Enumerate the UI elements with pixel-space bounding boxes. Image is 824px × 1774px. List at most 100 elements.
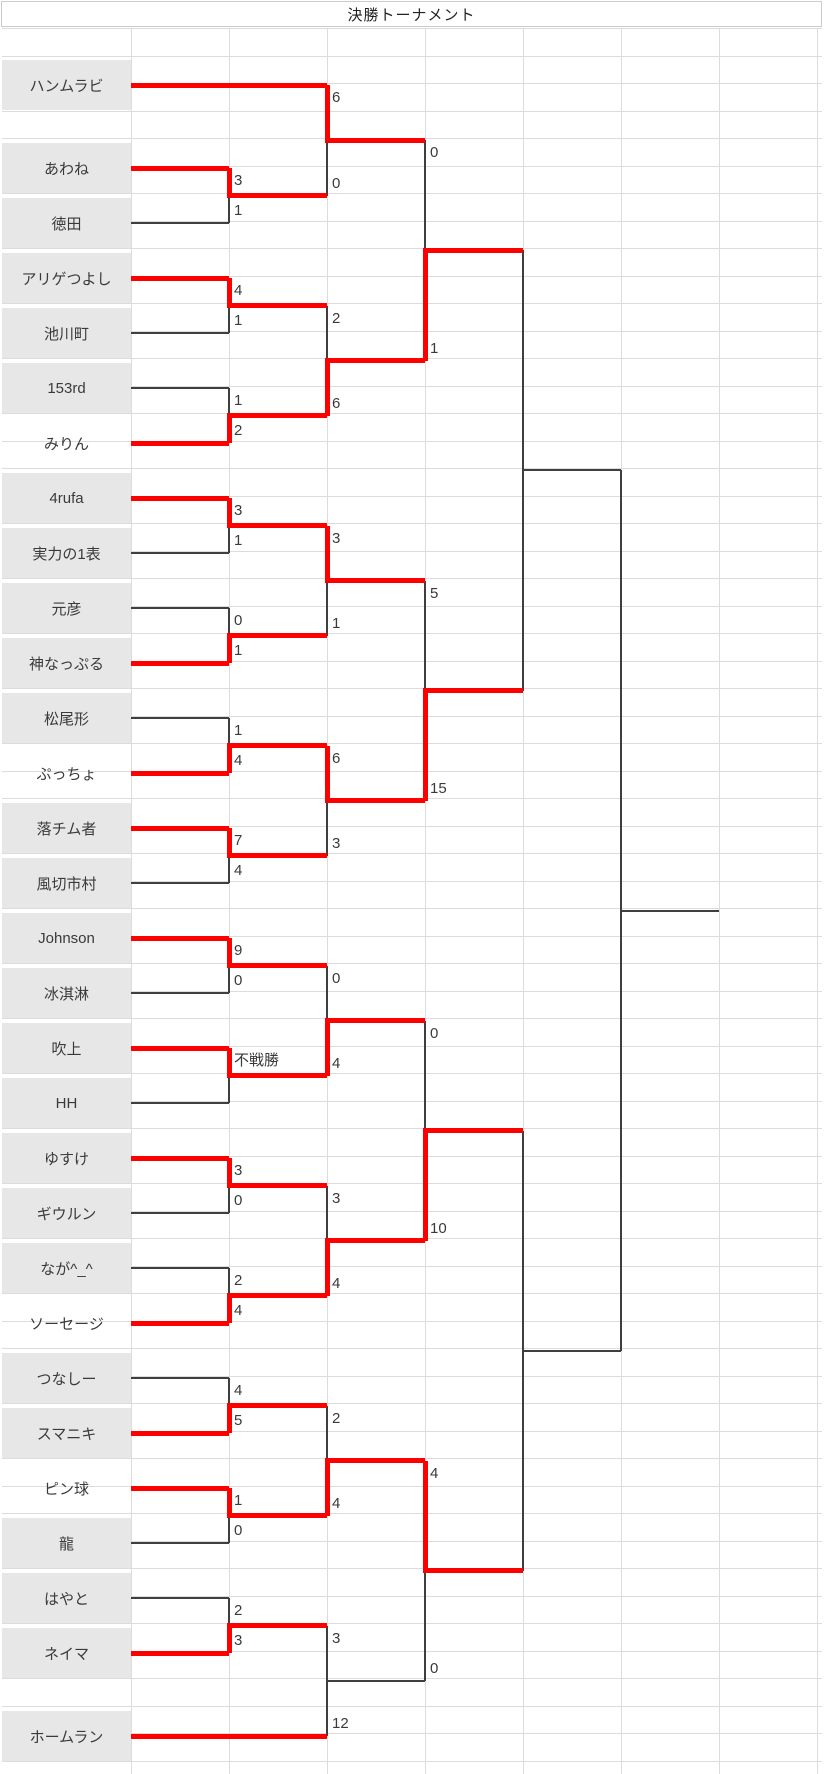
player-name: 徳田 [51,215,82,233]
score-label: 2 [234,422,243,439]
winner-line [229,303,327,308]
grid-line-h [2,908,822,909]
bracket-line-h [131,1597,229,1599]
player-cell [2,1023,131,1073]
winner-line [226,1293,232,1323]
grid-line-h [2,990,822,992]
player-name: 龍 [58,1535,74,1553]
grid-line-h [2,1540,822,1542]
grid-line-h [2,1100,822,1102]
score-label: 0 [430,1659,439,1677]
grid-line-h [2,825,822,827]
player-cell [2,1711,131,1761]
grid-line-h [2,1045,822,1047]
score-label: 1 [430,339,439,357]
grid-line-h [2,770,822,772]
score-label: 2 [332,309,341,327]
winner-line [422,688,428,801]
page-title: 決勝トーナメント [347,6,476,24]
winner-line [229,743,327,748]
score-label: 0 [332,969,341,987]
player-name: ピン球 [43,1480,89,1498]
score-label: 1 [234,312,243,329]
bracket-line-h [327,1679,425,1682]
player-cell [2,858,131,908]
bracket-line-h [131,495,229,501]
score-label: 0 [234,1522,243,1539]
player-cell [2,198,131,248]
winner-line [324,1458,330,1516]
player-name: スマニキ [36,1425,97,1443]
bracket-line-h [131,992,229,994]
winner-line [324,358,330,416]
score-label: 4 [234,1302,243,1319]
winner-line [324,525,330,583]
bracket-line-h [131,882,229,884]
score-label: 4 [234,752,243,769]
bracket-line-h [131,440,229,446]
player-name: あわね [43,160,89,178]
winner-line [229,853,327,858]
title-cell: 決勝トーナメント [1,1,822,27]
player-cell [2,1078,131,1128]
score-label: 10 [430,1219,447,1237]
winner-line [229,193,327,198]
bracket-line-h [131,275,229,281]
score-label: 3 [332,1629,341,1647]
score-label: 6 [332,89,341,106]
walkover-label: 不戦勝 [234,1052,280,1069]
winner-line [229,963,327,968]
score-label: 2 [234,1272,243,1289]
player-cell [2,913,131,963]
grid-line-h [2,248,822,249]
grid-line-h [2,1155,822,1157]
bracket-line-h [131,1377,229,1379]
score-label: 0 [234,612,243,629]
score-label: 3 [332,834,341,852]
score-label: 5 [234,1412,243,1429]
winner-line [229,523,327,528]
winner-line [226,498,232,528]
grid-line-h [2,220,822,222]
score-label: 3 [234,1162,243,1179]
bracket-line-h [131,825,229,831]
winner-line [425,247,523,253]
player-name: 元彦 [51,600,82,618]
grid-line-h [2,743,822,744]
grid-line-v [425,28,426,1774]
grid-line-h [2,935,822,937]
player-cell [2,1133,131,1183]
winner-line [327,798,425,803]
winner-line [324,1018,330,1076]
player-cell [2,363,131,413]
grid-line-h [2,1375,822,1377]
winner-line [422,1128,428,1241]
winner-line [226,1623,232,1653]
player-cell [2,693,131,743]
bracket-line-h [523,469,621,472]
score-label: 1 [234,532,243,549]
grid-line-h [2,1595,822,1597]
player-cell [2,1573,131,1623]
bracket-line-h [131,660,229,666]
winner-line [229,1183,327,1188]
player-cell [2,1518,131,1568]
grid-line-h [2,303,822,304]
winner-line [327,1458,425,1463]
player-name: 落チム者 [36,820,97,838]
player-cell [2,803,131,853]
winner-line [229,633,327,638]
winner-line [229,413,327,418]
bracket-line-h [131,1155,229,1161]
bracket-line-h [131,1320,229,1326]
grid-line-h [2,413,822,414]
winner-line [229,1623,327,1628]
score-label: 4 [234,282,243,299]
player-name: ソーセージ [29,1315,104,1333]
grid-line-h [2,660,822,662]
bracket-line-h [131,332,229,334]
player-cell [2,583,131,633]
score-label: 1 [234,642,243,659]
player-name: 実力の1表 [32,545,101,563]
player-name: ゆすけ [43,1150,89,1168]
